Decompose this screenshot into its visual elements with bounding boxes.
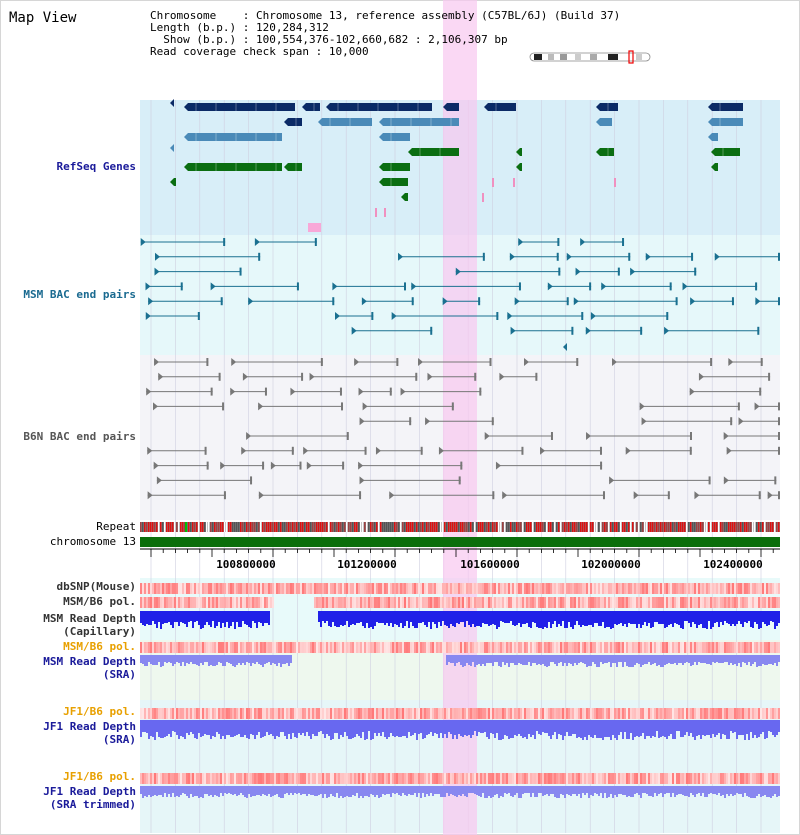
refseq-feature-mark — [384, 208, 386, 217]
refseq-feature-mark — [482, 193, 484, 202]
coordinate-axis: 100800000 101200000 101600000 102000000 1024… — [140, 548, 780, 571]
axis-tick-label: 101600000 — [460, 558, 520, 571]
track-label-jf1-read-depth-1[interactable]: JF1 Read Depth — [43, 720, 136, 733]
show-value: 100,554,376-102,660,682 : 2,106,307 bp — [255, 33, 508, 46]
refseq-gene — [408, 148, 459, 156]
jf1-b6-pol-trimmed-heat-track — [140, 773, 780, 784]
msm-read-depth-capillary-track — [140, 611, 780, 629]
jf1-read-depth-trimmed-track — [140, 786, 780, 798]
track-label-msm-read-depth-sra-1[interactable]: MSM Read Depth — [43, 655, 136, 668]
refseq-gene — [596, 103, 618, 111]
ideogram-band — [590, 54, 597, 60]
refseq-feature-mark — [308, 223, 321, 232]
jf1-b6-pol-heat-track — [140, 708, 780, 719]
chromosome-info: Chromosome : Chromosome 13, reference as… — [150, 9, 621, 58]
axis-tick-label: 102400000 — [703, 558, 763, 571]
chromosome-value: Chromosome 13, reference assembly (C57BL… — [255, 9, 621, 22]
refseq-gene — [708, 103, 743, 111]
refseq-gene — [516, 148, 522, 156]
refseq-gene — [284, 163, 302, 171]
refseq-gene — [284, 118, 302, 126]
track-label-msm-b6-pol-sra[interactable]: MSM/B6 pol. — [63, 640, 136, 653]
track-label-msm-bac-end-pairs[interactable]: MSM BAC end pairs — [23, 288, 136, 301]
refseq-gene — [708, 118, 743, 126]
refseq-gene — [379, 163, 410, 171]
track-label-chromosome[interactable]: chromosome 13 — [49, 535, 136, 548]
track-label-jf1-b6-pol[interactable]: JF1/B6 pol. — [63, 705, 136, 718]
dbsnp-heat-track — [140, 583, 780, 594]
track-label-jf1-read-depth-trimmed-1[interactable]: JF1 Read Depth — [43, 785, 136, 798]
axis-tick-label: 102000000 — [581, 558, 641, 571]
chromosome-label: Chromosome — [150, 9, 217, 22]
ideogram-band — [534, 54, 542, 60]
ideogram-band — [608, 54, 618, 60]
refseq-gene — [379, 133, 410, 141]
track-label-dbsnp[interactable]: dbSNP(Mouse) — [56, 580, 136, 593]
ideogram-band — [548, 54, 554, 60]
msm-b6-pol-heat-track — [140, 597, 780, 608]
length-label: Length (b.p.) — [150, 21, 237, 34]
axis-tick-label: 100800000 — [216, 558, 276, 571]
refseq-gene — [379, 178, 408, 186]
ideogram-band — [560, 54, 567, 60]
msm-b6-pol-sra-heat-track — [140, 642, 780, 653]
selection-highlight — [443, 0, 477, 835]
refseq-gene — [184, 103, 295, 111]
refseq-gene — [484, 103, 516, 111]
refseq-gene — [711, 148, 740, 156]
track-label-repeat[interactable]: Repeat — [96, 520, 136, 533]
refseq-feature-mark — [513, 178, 515, 187]
chromosome-ideogram — [529, 50, 651, 64]
page-title: Map View — [9, 10, 77, 26]
refseq-gene — [326, 103, 432, 111]
track-label-refseq-genes[interactable]: RefSeq Genes — [56, 160, 136, 173]
msm-bac-end-marker — [563, 343, 567, 351]
refseq-gene — [708, 133, 718, 141]
track-label-msm-read-depth-sra-2: (SRA) — [102, 668, 136, 681]
track-label-jf1-read-depth-2: (SRA) — [102, 733, 136, 746]
refseq-gene — [443, 103, 459, 111]
track-label-b6n-bac-end-pairs[interactable]: B6N BAC end pairs — [23, 430, 136, 443]
chromosome-bar — [140, 537, 780, 547]
ideogram-position-marker — [628, 50, 634, 64]
coverage-label: Read coverage check span — [150, 45, 309, 58]
ideogram-band — [575, 54, 581, 60]
track-label-jf1-read-depth-trimmed-2: (SRA trimmed) — [49, 798, 136, 811]
refseq-gene — [596, 118, 612, 126]
coverage-value: 10,000 — [328, 45, 369, 58]
refseq-gene — [711, 163, 718, 171]
refseq-feature-mark — [375, 208, 377, 217]
refseq-gene — [516, 163, 522, 171]
refseq-gene — [379, 118, 459, 126]
length-value: 120,284,312 — [255, 21, 329, 34]
refseq-feature-mark — [492, 178, 494, 187]
refseq-gene — [184, 163, 282, 171]
show-label: Show (b.p.) — [163, 33, 237, 46]
refseq-feature-mark — [614, 178, 616, 187]
track-label-msm-b6-pol[interactable]: MSM/B6 pol. — [63, 595, 136, 608]
refseq-gene — [170, 178, 176, 186]
refseq-gene — [596, 148, 614, 156]
refseq-gene-marker — [170, 144, 174, 152]
track-label-jf1-b6-pol-trimmed[interactable]: JF1/B6 pol. — [63, 770, 136, 783]
msm-read-depth-sra-track — [140, 655, 780, 667]
b6n-bac-end-pair-rows — [146, 358, 780, 500]
refseq-gene — [318, 118, 372, 126]
track-label-msm-read-depth-capillary-2: (Capillary) — [63, 625, 136, 638]
axis-tick-label: 101200000 — [337, 558, 397, 571]
refseq-gene — [184, 133, 282, 141]
msm-bac-end-pair-rows — [140, 238, 780, 335]
refseq-gene-marker — [170, 99, 174, 107]
refseq-gene — [302, 103, 320, 111]
ideogram-band — [636, 54, 642, 60]
track-label-msm-read-depth-capillary-1[interactable]: MSM Read Depth — [43, 612, 136, 625]
refseq-gene — [401, 193, 408, 201]
repeat-track — [140, 522, 780, 532]
jf1-read-depth-track — [140, 720, 780, 740]
